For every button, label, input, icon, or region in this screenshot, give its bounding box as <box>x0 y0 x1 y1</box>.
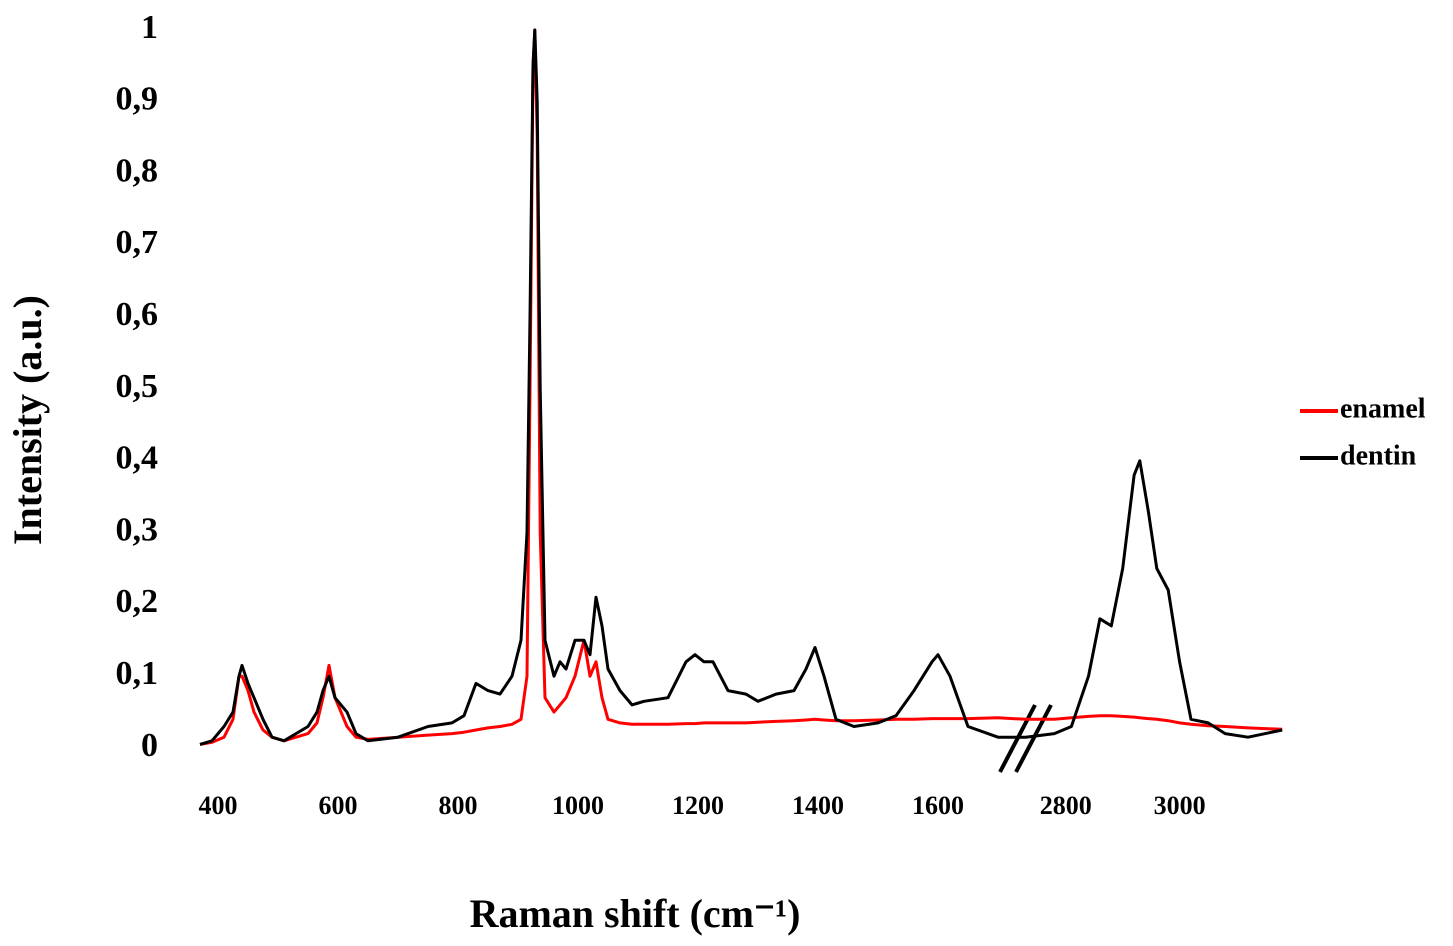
x-tick-label: 2800 <box>1040 791 1092 820</box>
y-tick-label: 0,4 <box>116 440 159 477</box>
x-axis-label: Raman shift (cm⁻¹) <box>470 891 801 936</box>
y-tick-label: 1 <box>141 9 158 46</box>
x-tick-label: 800 <box>439 791 478 820</box>
y-tick-label: 0,9 <box>116 81 159 118</box>
x-tick-label: 600 <box>319 791 358 820</box>
legend-label: dentin <box>1340 440 1417 471</box>
y-tick-label: 0,5 <box>116 368 159 405</box>
y-tick-label: 0,1 <box>116 655 159 692</box>
y-axis-label: Intensity (a.u.) <box>5 295 50 545</box>
x-tick-label: 400 <box>199 791 238 820</box>
legend-label: enamel <box>1340 393 1426 424</box>
x-tick-label: 1000 <box>552 791 604 820</box>
y-tick-label: 0,3 <box>116 511 159 548</box>
x-tick-label: 1200 <box>672 791 724 820</box>
axis-break <box>1014 704 1053 773</box>
y-tick-label: 0,6 <box>116 296 159 333</box>
x-tick-label: 1400 <box>792 791 844 820</box>
x-tick-label: 1600 <box>912 791 964 820</box>
y-tick-label: 0 <box>141 727 158 764</box>
series-line <box>199 28 1283 746</box>
series-line <box>199 28 1283 746</box>
y-tick-label: 0,2 <box>116 583 159 620</box>
x-tick-label: 3000 <box>1154 791 1206 820</box>
y-tick-label: 0,7 <box>116 224 159 261</box>
y-tick-label: 0,8 <box>116 152 159 189</box>
